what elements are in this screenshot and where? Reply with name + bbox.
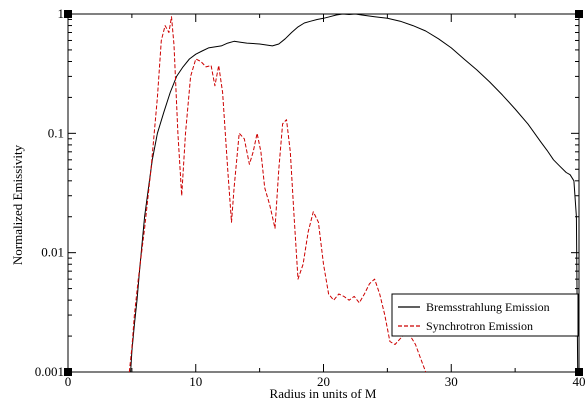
frame-corner-marker xyxy=(64,368,72,376)
legend-label-bremsstrahlung: Bremsstrahlung Emission xyxy=(426,300,550,314)
y-tick-label: 0.01 xyxy=(41,245,64,260)
x-tick-label: 20 xyxy=(317,374,330,389)
x-tick-label: 30 xyxy=(445,374,458,389)
x-axis-label: Radius in units of M xyxy=(270,386,377,401)
series-layer xyxy=(128,13,579,373)
y-tick-label: 0.001 xyxy=(35,364,64,379)
legend-box xyxy=(391,293,579,337)
y-axis-label: Normalized Emissivity xyxy=(10,144,25,265)
legend-label-synchrotron: Synchrotron Emission xyxy=(426,319,533,333)
frame-corner-marker xyxy=(64,10,72,18)
y-tick-label: 1 xyxy=(58,6,65,21)
series-line-bremsstrahlung xyxy=(130,13,579,373)
frame-corner-markers xyxy=(64,10,583,376)
y-tick-label: 0.1 xyxy=(48,125,64,140)
x-tick-label: 10 xyxy=(189,374,202,389)
x-tick-label: 0 xyxy=(65,374,72,389)
x-tick-label: 40 xyxy=(573,374,586,389)
frame-corner-marker xyxy=(575,368,583,376)
series-line-synchrotron xyxy=(128,16,427,373)
legend: Bremsstrahlung Emission Synchrotron Emis… xyxy=(391,293,579,337)
frame-corner-marker xyxy=(575,10,583,18)
y-axis: 0.001 0.01 0.1 1 xyxy=(35,6,579,379)
